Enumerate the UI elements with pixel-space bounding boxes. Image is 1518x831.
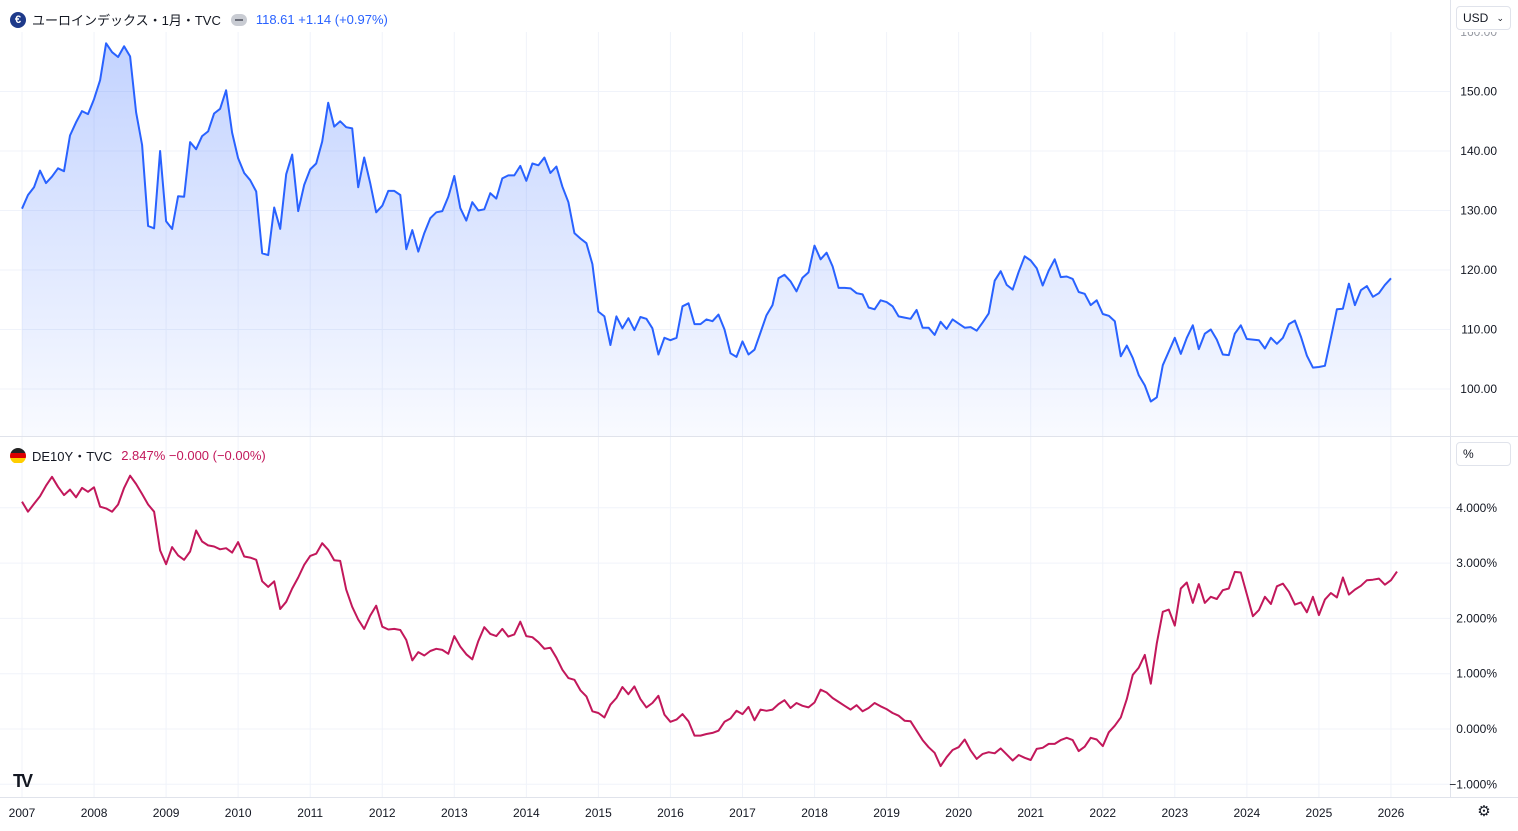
x-tick-label: 2018 — [801, 806, 828, 820]
y-tick-label: 4.000% — [1456, 501, 1497, 515]
y-tick-label: 120.00 — [1460, 263, 1497, 277]
top-legend-values: 118.61 +1.14 (+0.97%) — [255, 12, 388, 27]
x-tick-label: 2022 — [1089, 806, 1116, 820]
euro-icon: € — [10, 11, 26, 28]
x-tick-label: 2020 — [945, 806, 972, 820]
y-tick-label: 2.000% — [1456, 611, 1497, 625]
tradingview-logo[interactable]: TV — [13, 771, 33, 791]
y-tick-label: 150.00 — [1460, 85, 1497, 99]
x-tick-label: 2021 — [1017, 806, 1044, 820]
de10y-line — [21, 474, 1398, 768]
area-fill — [22, 43, 1391, 437]
x-tick-label: 2015 — [585, 806, 612, 820]
x-tick-label: 2025 — [1306, 806, 1333, 820]
x-tick-label: 2007 — [9, 806, 36, 820]
x-tick-label: 2012 — [369, 806, 396, 820]
x-tick-label: 2008 — [81, 806, 108, 820]
y-tick-label: 0.000% — [1456, 722, 1497, 736]
y-tick-label: 140.00 — [1460, 144, 1497, 158]
top-legend: € ユーロインデックス・1月・TVC 118.61 +1.14 (+0.97%) — [10, 10, 388, 29]
chevron-down-icon: ⌄ — [1496, 12, 1504, 23]
x-tick-label: 2016 — [657, 806, 684, 820]
x-tick-label: 2014 — [513, 806, 540, 820]
currency-unit-label: USD — [1463, 11, 1489, 25]
visibility-toggle-icon[interactable] — [230, 13, 247, 26]
x-tick-label: 2026 — [1378, 806, 1405, 820]
bottom-legend-values: 2.847% −0.000 (−0.00%) — [121, 448, 266, 463]
x-tick-label: 2019 — [873, 806, 900, 820]
y-tick-label: 100.00 — [1460, 382, 1497, 396]
bottom-legend: DE10Y・TVC 2.847% −0.000 (−0.00%) — [10, 446, 266, 465]
x-tick-label: 2011 — [297, 806, 323, 820]
percent-unit-label: % — [1463, 447, 1474, 461]
x-tick-label: 2023 — [1161, 806, 1188, 820]
top-legend-title: ユーロインデックス・1月・TVC — [32, 13, 221, 28]
y-tick-label: −1.000% — [1449, 777, 1497, 791]
settings-gear-icon[interactable]: ⚙ — [1477, 803, 1491, 820]
y-tick-label: 3.000% — [1456, 556, 1497, 570]
y-tick-label: 130.00 — [1460, 204, 1497, 218]
y-tick-label: 1.000% — [1456, 667, 1497, 681]
percent-unit-select[interactable]: % — [1456, 442, 1511, 466]
euro-index-line — [21, 42, 1392, 403]
x-tick-label: 2013 — [441, 806, 468, 820]
y-tick-label-partial: 160.00 — [1460, 25, 1497, 39]
x-tick-label: 2009 — [153, 806, 180, 820]
x-tick-label: 2017 — [729, 806, 756, 820]
y-tick-label: 110.00 — [1461, 323, 1497, 337]
x-tick-label: 2010 — [225, 806, 252, 820]
germany-flag-icon — [10, 447, 26, 464]
bottom-legend-title: DE10Y・TVC — [32, 449, 113, 464]
x-tick-label: 2024 — [1233, 806, 1260, 820]
currency-unit-select[interactable]: USD ⌄ — [1456, 6, 1511, 30]
